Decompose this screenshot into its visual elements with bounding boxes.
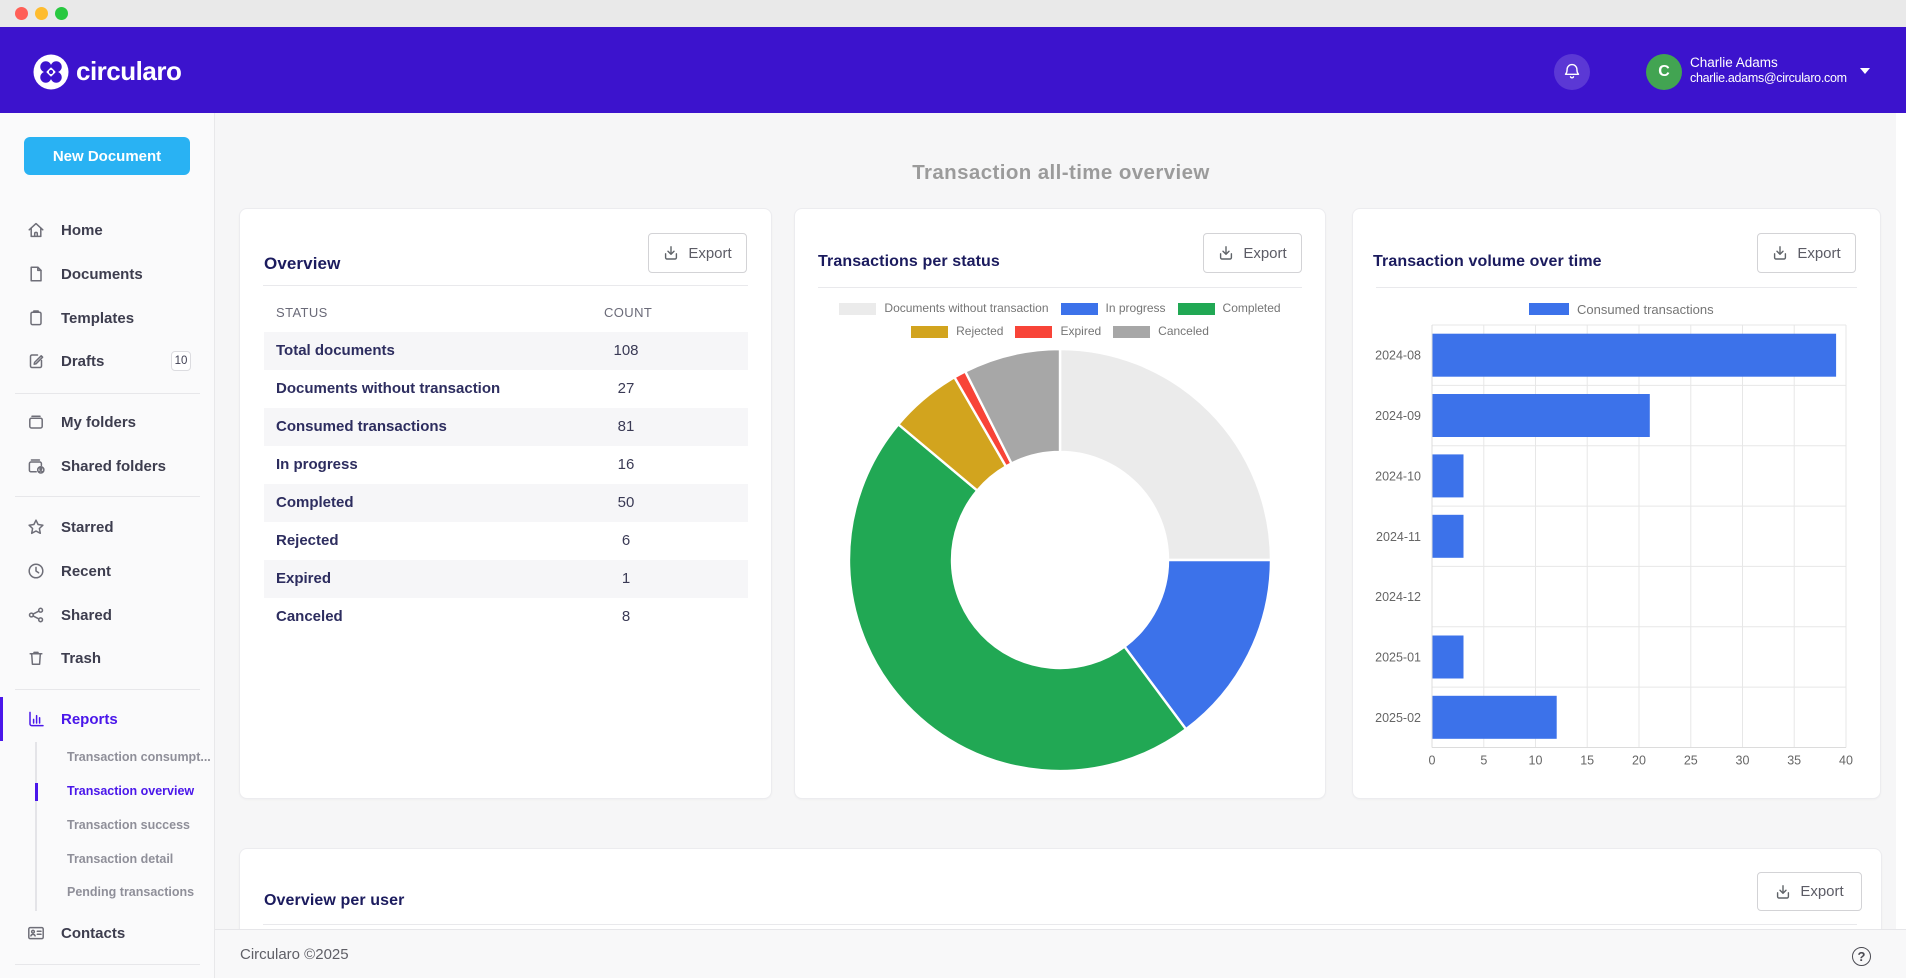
svg-text:2024-12: 2024-12 [1375, 590, 1421, 604]
svg-text:0: 0 [1429, 754, 1436, 768]
svg-text:20: 20 [1632, 754, 1646, 768]
svg-text:25: 25 [1684, 754, 1698, 768]
svg-text:2024-11: 2024-11 [1376, 530, 1421, 544]
svg-text:35: 35 [1787, 754, 1801, 768]
svg-text:5: 5 [1480, 754, 1487, 768]
svg-text:2024-10: 2024-10 [1375, 469, 1421, 483]
svg-text:10: 10 [1529, 754, 1543, 768]
svg-text:15: 15 [1580, 754, 1594, 768]
svg-text:2024-09: 2024-09 [1375, 409, 1421, 423]
svg-text:2025-01: 2025-01 [1375, 651, 1421, 665]
svg-text:2024-08: 2024-08 [1375, 349, 1421, 363]
svg-text:30: 30 [1736, 754, 1750, 768]
svg-text:40: 40 [1839, 754, 1853, 768]
svg-text:2025-02: 2025-02 [1375, 711, 1421, 725]
